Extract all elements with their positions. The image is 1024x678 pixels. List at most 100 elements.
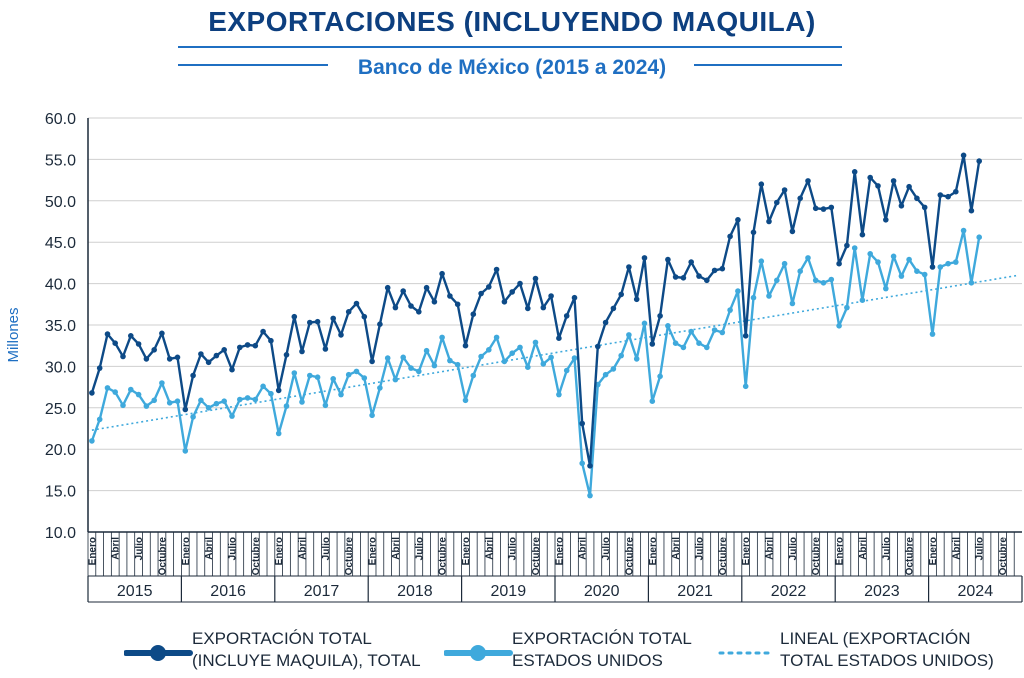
data-point-total — [213, 352, 220, 359]
data-point-total — [314, 318, 321, 325]
data-point-total — [548, 293, 554, 299]
x-month-label: Enero — [368, 537, 379, 565]
data-point-eeuu — [89, 438, 95, 444]
data-point-eeuu — [556, 391, 562, 398]
data-point-eeuu — [633, 356, 640, 362]
data-point-eeuu — [96, 416, 103, 423]
data-point-total — [914, 195, 920, 202]
x-year-label: 2020 — [584, 583, 620, 600]
data-point-eeuu — [968, 280, 975, 286]
data-point-total — [812, 205, 819, 212]
data-point-total — [680, 275, 687, 281]
data-point-total — [291, 313, 298, 320]
x-month-label: Enero — [181, 537, 192, 565]
data-point-eeuu — [602, 371, 609, 378]
data-point-eeuu — [205, 405, 212, 411]
data-point-eeuu — [345, 371, 352, 378]
data-point-total — [828, 204, 835, 211]
x-year-label: 2024 — [958, 583, 994, 600]
data-point-eeuu — [299, 399, 305, 405]
data-point-total — [166, 356, 173, 362]
data-point-eeuu — [579, 460, 585, 467]
data-point-total — [921, 204, 928, 211]
data-point-eeuu — [501, 358, 508, 365]
data-point-eeuu — [384, 355, 391, 361]
data-point-total — [735, 217, 741, 223]
data-point-total — [960, 152, 967, 159]
data-point-eeuu — [431, 362, 438, 369]
data-point-total — [595, 343, 601, 350]
data-point-total — [937, 192, 944, 198]
legend-swatch-trend — [718, 651, 772, 655]
data-point-total — [968, 207, 975, 214]
data-point-eeuu — [828, 276, 835, 283]
data-point-total — [727, 233, 733, 240]
data-point-eeuu — [672, 340, 679, 347]
data-point-total — [501, 299, 508, 305]
legend-swatch-eeuu — [444, 645, 513, 661]
data-point-total — [89, 390, 95, 396]
data-point-total — [205, 359, 212, 366]
y-tick-label: 40.0 — [45, 277, 76, 294]
data-point-eeuu — [711, 327, 718, 333]
data-point-eeuu — [237, 396, 243, 403]
data-point-total — [104, 331, 111, 337]
data-point-eeuu — [462, 397, 469, 404]
data-point-eeuu — [921, 271, 928, 278]
y-tick-label: 25.0 — [45, 401, 76, 418]
x-month-label: Abril — [858, 537, 869, 560]
data-point-total — [377, 321, 383, 328]
data-point-eeuu — [143, 403, 150, 409]
data-point-total — [112, 340, 118, 347]
data-point-eeuu — [851, 245, 858, 251]
x-month-label: Abril — [765, 537, 776, 560]
data-point-eeuu — [322, 402, 329, 409]
x-year-label: 2021 — [677, 583, 713, 600]
data-point-eeuu — [587, 492, 593, 499]
data-point-eeuu — [719, 329, 726, 336]
data-point-eeuu — [563, 367, 570, 374]
data-point-eeuu — [330, 376, 337, 382]
data-point-total — [439, 270, 445, 277]
data-point-total — [563, 313, 570, 319]
data-point-eeuu — [486, 347, 492, 353]
data-point-total — [322, 346, 329, 352]
subtitle-rule-right — [694, 64, 842, 66]
data-point-total — [525, 305, 531, 312]
data-point-total — [392, 304, 399, 311]
data-point-total — [260, 328, 266, 335]
x-month-label: Julio — [881, 537, 892, 560]
data-point-total — [431, 299, 438, 305]
y-tick-label: 35.0 — [45, 318, 76, 335]
data-point-eeuu — [641, 320, 648, 327]
data-point-eeuu — [509, 350, 515, 357]
data-point-eeuu — [610, 366, 617, 372]
data-point-eeuu — [548, 354, 554, 361]
x-month-label: Abril — [951, 537, 962, 560]
data-point-eeuu — [976, 234, 982, 240]
data-point-eeuu — [960, 227, 967, 234]
y-tick-label: 10.0 — [45, 525, 76, 542]
data-point-eeuu — [447, 357, 453, 364]
data-point-total — [447, 293, 453, 299]
data-point-eeuu — [135, 391, 142, 398]
data-point-total — [307, 319, 313, 326]
data-point-total — [626, 264, 632, 270]
x-month-label: Abril — [391, 537, 402, 560]
data-point-eeuu — [120, 402, 126, 409]
data-point-eeuu — [314, 374, 321, 381]
data-point-eeuu — [454, 361, 461, 368]
data-point-eeuu — [260, 383, 266, 390]
data-point-eeuu — [875, 259, 881, 265]
data-point-eeuu — [104, 385, 111, 391]
data-point-total — [898, 203, 905, 209]
data-point-eeuu — [151, 397, 157, 404]
data-point-eeuu — [190, 414, 196, 420]
data-point-eeuu — [416, 368, 422, 375]
legend: EXPORTACIÓN TOTAL (INCLUYE MAQUILA), TOT… — [0, 626, 1024, 676]
data-point-eeuu — [742, 383, 749, 390]
data-point-eeuu — [229, 413, 235, 419]
x-month-label: Octubre — [811, 537, 822, 576]
data-point-eeuu — [766, 293, 772, 299]
data-point-eeuu — [182, 448, 189, 454]
